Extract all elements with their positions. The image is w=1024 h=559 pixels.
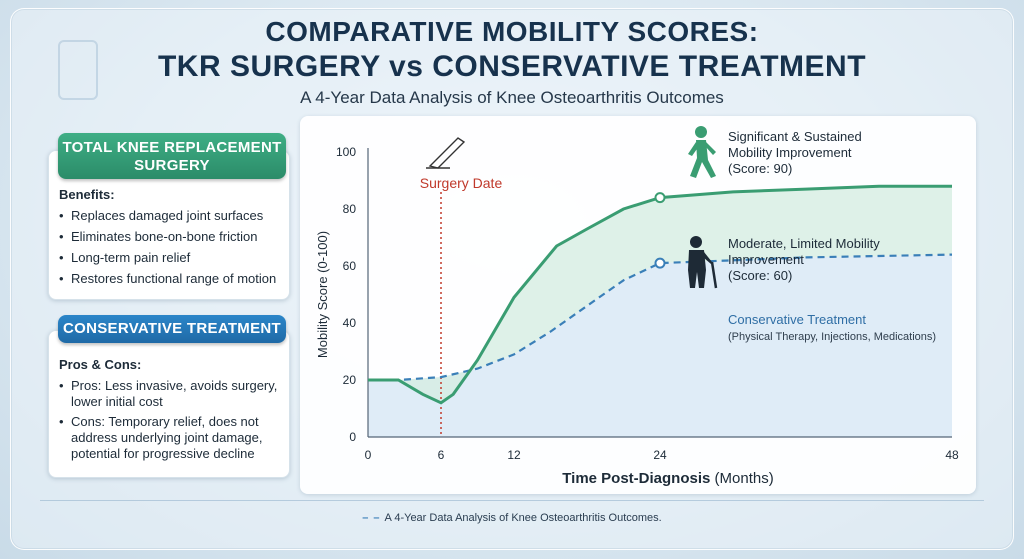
page-title-line1: COMPARATIVE MOBILITY SCORES: [265,16,759,47]
conservative-card-body: Pros & Cons: Pros: Less invasive, avoids… [59,357,284,466]
y-axis-label: Mobility Score (0-100) [315,231,330,358]
icon-body [690,140,716,178]
footer-divider [40,500,984,501]
scalpel-icon [426,137,466,169]
list-item: Pros: Less invasive, avoids surgery, low… [59,378,284,410]
y-tick-label: 80 [343,202,357,216]
list-item: Cons: Temporary relief, does not address… [59,414,284,462]
conservative-badge: CONSERVATIVE TREATMENT [58,315,286,343]
x-axis-label: Time Post-Diagnosis (Months) [562,470,773,487]
conservative-card-heading: Pros & Cons: [59,357,142,372]
series-line-conservative [368,253,953,382]
x-tick-label: 24 [653,448,667,462]
y-tick-label: 20 [343,373,357,387]
tkr-badge: TOTAL KNEE REPLACEMENT SURGERY [58,133,286,179]
tkr-annotation-line: (Score: 90) [728,161,792,176]
tkr-annotation-line: Significant & Sustained [728,129,862,144]
series-line-tkr [368,184,952,405]
y-tick-label: 40 [343,316,357,330]
x-tick-label: 6 [438,448,445,462]
x-tick-label: 12 [507,448,521,462]
footer-note: – – A 4-Year Data Analysis of Knee Osteoa… [0,512,1024,524]
y-tick-label: 60 [343,259,357,273]
decorative-device-icon [58,40,98,100]
tkr-card-body: Benefits: Replaces damaged joint surface… [59,187,284,292]
list-item: Replaces damaged joint surfaces [59,208,284,224]
x-tick-label: 0 [365,448,372,462]
x-tick-label: 48 [945,448,959,462]
surgery-date-label: Surgery Date [420,175,503,191]
icon-head [690,236,702,248]
cane-annotation-line: Improvement [728,252,804,267]
cane-annotation-line: (Score: 60) [728,268,792,283]
tkr-benefits-list: Replaces damaged joint surfaces Eliminat… [59,208,284,287]
cane-annotation-line: Moderate, Limited Mobility [728,236,880,251]
dashed-legend-icon: – – [362,512,381,524]
tkr-annotation-line: Mobility Improvement [728,145,852,160]
icon-arms [688,142,716,156]
list-item: Long-term pain relief [59,250,284,266]
icon-head [695,126,707,138]
y-tick-label: 0 [349,430,356,444]
data-point-marker [654,257,666,269]
icon-body [688,250,706,288]
footer-note-text: A 4-Year Data Analysis of Knee Osteoarth… [384,512,662,524]
icon-cane [710,261,718,289]
scalpel-blade [428,137,466,169]
conservative-annotation-detail: (Physical Therapy, Injections, Medicatio… [728,331,936,343]
conservative-area [368,254,952,437]
conservative-annotation-title: Conservative Treatment [728,312,866,327]
icon-arm [704,252,712,264]
list-item: Eliminates bone-on-bone friction [59,229,284,245]
page-title-line2: TKR SURGERY vs CONSERVATIVE TREATMENT [157,50,867,83]
person-with-cane-icon [688,236,718,289]
tkr-card-heading: Benefits: [59,187,115,202]
conservative-info-card: Pros & Cons: Pros: Less invasive, avoids… [48,330,290,478]
walking-person-icon [688,126,716,178]
conservative-pros-cons-list: Pros: Less invasive, avoids surgery, low… [59,378,284,462]
list-item: Restores functional range of motion [59,271,284,287]
y-tick-label: 100 [336,145,356,159]
tkr-improvement-area [368,186,952,403]
page-subtitle: A 4-Year Data Analysis of Knee Osteoarth… [300,88,724,107]
data-point-marker [654,192,666,204]
